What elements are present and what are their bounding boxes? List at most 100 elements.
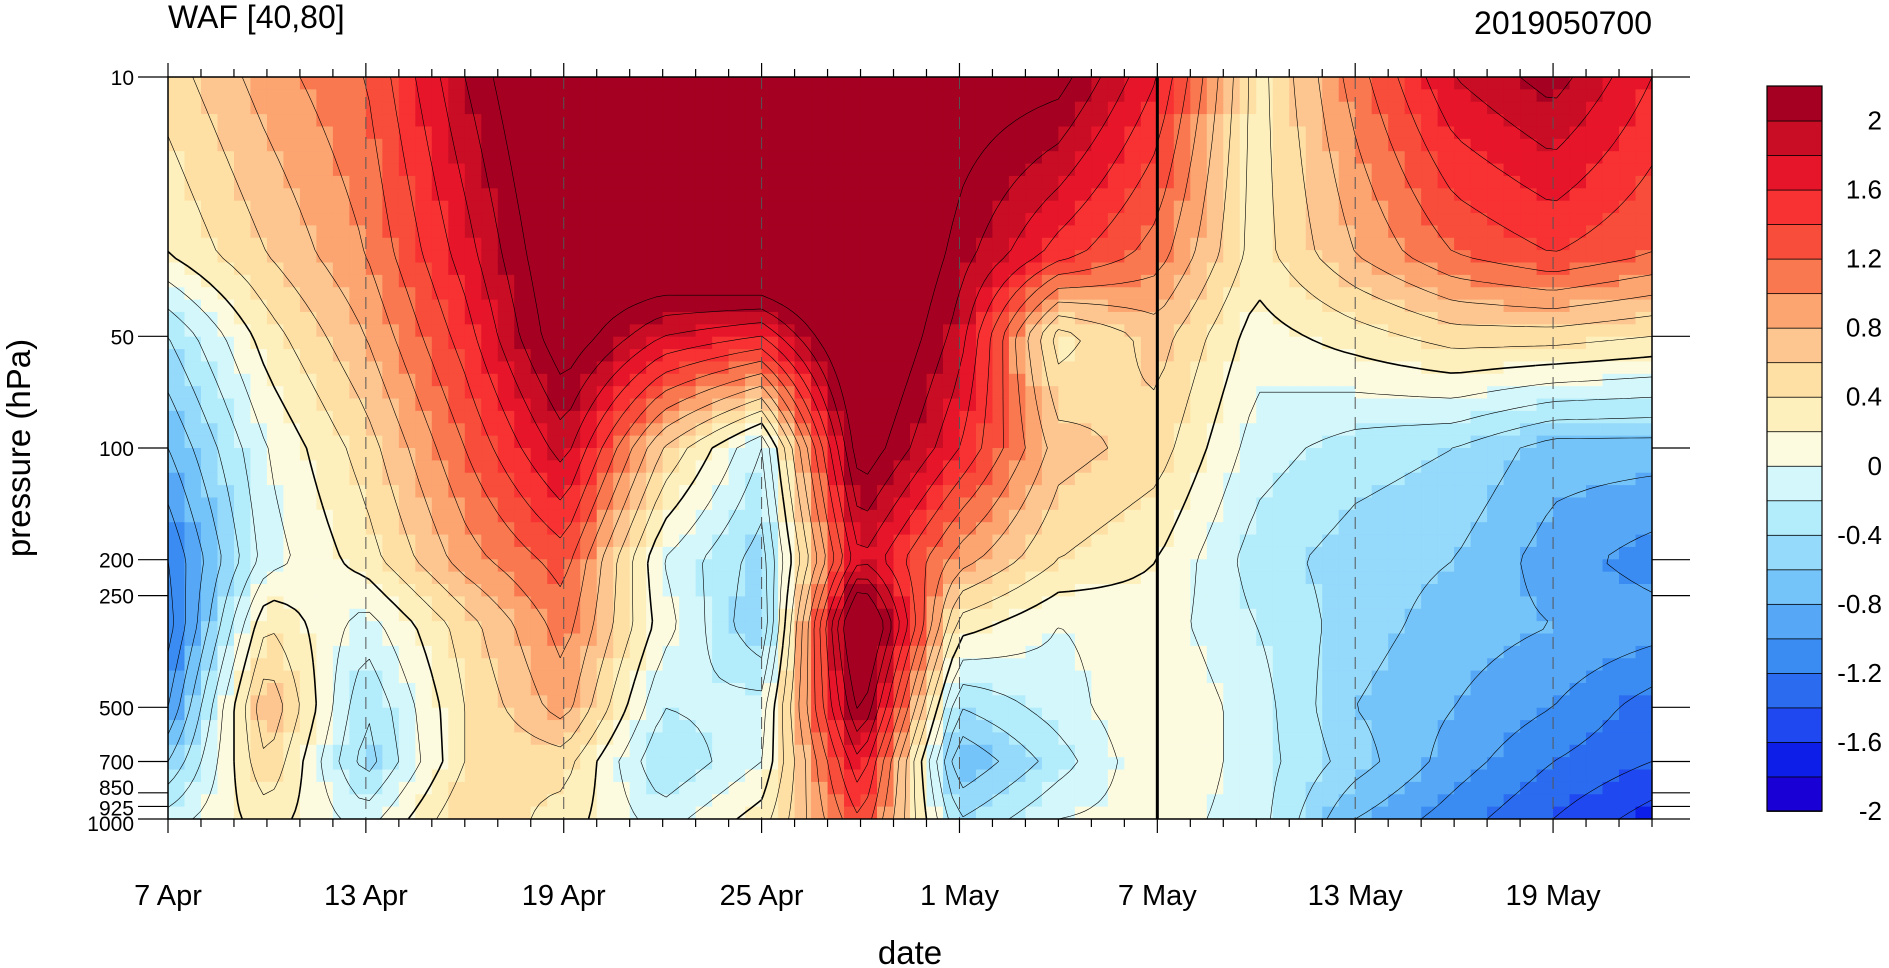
heatmap-cell [1058,175,1076,189]
heatmap-cell [481,225,499,239]
heatmap-cell [316,435,334,449]
heatmap-cell [1256,250,1274,264]
heatmap-cell [1470,707,1488,721]
heatmap-cell [382,707,400,721]
heatmap-cell [728,596,746,610]
heatmap-cell [679,608,697,622]
heatmap-cell [893,423,911,437]
heatmap-cell [1322,546,1340,560]
heatmap-cell [728,410,746,424]
heatmap-cell [942,460,961,474]
heatmap-cell [1190,175,1208,189]
heatmap-cell [745,225,763,239]
heatmap-cell [283,757,301,771]
heatmap-cell [464,138,482,152]
heatmap-cell [1305,237,1323,251]
heatmap-cell [844,114,862,128]
heatmap-cell [827,584,845,597]
heatmap-cell [299,188,317,202]
heatmap-cell [415,720,433,734]
heatmap-cell [299,794,317,808]
heatmap-cell [992,621,1010,635]
heatmap-cell [1140,188,1158,202]
heatmap-cell [415,670,433,684]
heatmap-cell [1338,682,1356,696]
heatmap-cell [365,274,383,288]
heatmap-cell [530,126,548,140]
heatmap-cell [514,781,532,795]
heatmap-cell [926,126,944,140]
heatmap-cell [1470,89,1488,103]
heatmap-cell [761,757,779,771]
heatmap-cell [1124,336,1142,350]
heatmap-cell [1371,361,1389,375]
heatmap-cell [1124,695,1142,709]
heatmap-cell [942,707,961,721]
heatmap-cell [1503,596,1521,610]
heatmap-cell [1256,101,1274,115]
heatmap-cell [1272,435,1290,449]
heatmap-cell [514,522,532,536]
heatmap-cell [1487,138,1505,152]
heatmap-cell [1388,386,1406,400]
heatmap-cell [844,324,862,338]
heatmap-cell [1074,386,1092,400]
heatmap-cell [844,213,862,226]
heatmap-cell [1041,534,1059,548]
heatmap-cell [975,720,994,734]
heatmap-cell [1025,175,1043,189]
heatmap-cell [1454,509,1472,523]
heatmap-cell [662,287,680,301]
heatmap-cell [398,448,416,461]
heatmap-cell [712,386,730,400]
heatmap-cell [1206,559,1224,573]
heatmap-cell [926,250,944,264]
heatmap-cell [1503,448,1521,461]
heatmap-cell [1536,89,1554,103]
heatmap-cell [1404,732,1422,746]
heatmap-cell [1338,373,1356,387]
heatmap-cell [910,670,928,684]
heatmap-cell [695,373,713,387]
heatmap-cell [563,744,581,758]
heatmap-cell [514,101,532,115]
heatmap-cell [1421,324,1439,338]
heatmap-cell [530,175,548,189]
heatmap-cell [629,460,647,474]
heatmap-cell [481,373,499,387]
heatmap-cell [613,608,631,622]
heatmap-cell [1437,274,1455,288]
heatmap-cell [1058,237,1076,251]
heatmap-cell [349,151,367,165]
heatmap-cell [942,336,961,350]
heatmap-cell [1355,720,1373,734]
heatmap-cell [1223,534,1241,548]
heatmap-cell [1025,299,1043,313]
heatmap-cell [1124,200,1142,214]
heatmap-cell [613,806,631,819]
heatmap-cell [1322,806,1340,819]
heatmap-cell [745,250,763,264]
heatmap-cell [563,608,581,622]
heatmap-cell [382,781,400,795]
heatmap-cell [662,559,680,573]
heatmap-cell [745,559,763,573]
heatmap-cell [629,806,647,819]
heatmap-cell [1041,485,1059,499]
heatmap-cell [646,114,664,128]
heatmap-cell [1025,695,1043,709]
heatmap-cell [844,732,862,746]
heatmap-cell [992,485,1010,499]
heatmap-cell [662,163,680,177]
heatmap-cell [1404,806,1422,819]
heatmap-cell [975,682,994,696]
heatmap-cell [1520,448,1538,461]
heatmap-cell [646,89,664,103]
heatmap-cell [233,522,252,536]
heatmap-cell [1124,621,1142,635]
heatmap-cell [613,250,631,264]
heatmap-cell [1223,237,1241,251]
heatmap-cell [712,720,730,734]
heatmap-cell [1388,398,1406,412]
heatmap-cell [1206,89,1224,103]
